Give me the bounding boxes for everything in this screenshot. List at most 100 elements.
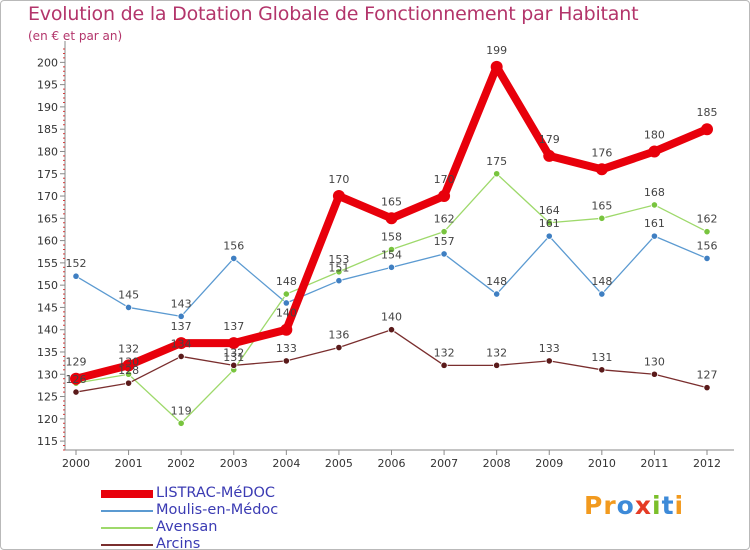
data-point-avensan	[177, 419, 185, 427]
data-point-arcins	[177, 352, 185, 361]
data-point-arcins	[703, 384, 711, 392]
data-point-moulis-en-medoc	[545, 232, 553, 240]
data-label-moulis-en-medoc: 161	[644, 217, 665, 230]
data-label-moulis-en-medoc: 154	[381, 248, 402, 261]
logo-letter: o	[616, 491, 635, 520]
legend-swatch-avensan	[101, 527, 153, 529]
data-label-avensan: 164	[539, 204, 560, 217]
data-point-listrac-medoc	[227, 337, 240, 350]
data-point-arcins	[230, 361, 238, 369]
data-point-arcins	[440, 361, 448, 369]
data-label-avensan: 158	[381, 231, 402, 244]
legend-label-moulis-en-medoc: Moulis-en-Médoc	[156, 502, 279, 518]
data-label-moulis-en-medoc: 157	[434, 235, 455, 248]
data-point-avensan	[282, 290, 290, 298]
data-label-moulis-en-medoc: 148	[591, 275, 612, 288]
data-label-avensan: 168	[644, 186, 665, 199]
data-label-listrac-medoc: 132	[118, 342, 139, 355]
y-tick-label: 120	[37, 413, 58, 426]
data-point-arcins	[282, 357, 290, 365]
x-tick-label: 2011	[640, 457, 668, 470]
data-label-listrac-medoc: 170	[328, 173, 349, 186]
data-label-moulis-en-medoc: 143	[171, 297, 192, 310]
x-tick-label: 2007	[430, 457, 458, 470]
data-label-avensan: 165	[591, 199, 612, 212]
data-point-listrac-medoc	[648, 145, 661, 158]
y-tick-label: 125	[37, 391, 58, 404]
data-point-moulis-en-medoc	[598, 290, 606, 298]
y-tick-label: 130	[37, 368, 58, 381]
data-label-arcins: 132	[434, 346, 455, 359]
data-point-avensan	[703, 228, 711, 236]
y-tick-label: 190	[37, 101, 58, 114]
data-label-listrac-medoc: 179	[539, 133, 560, 146]
legend-swatch-arcins	[101, 544, 153, 546]
data-label-moulis-en-medoc: 156	[223, 239, 244, 252]
legend-swatch-listrac-medoc	[101, 490, 153, 498]
y-tick-label: 200	[37, 56, 58, 69]
data-label-arcins: 140	[381, 311, 402, 324]
data-point-moulis-en-medoc	[440, 250, 448, 258]
data-label-avensan: 131	[223, 351, 244, 364]
data-point-arcins	[598, 366, 606, 374]
chart-subtitle: (en € et par an)	[28, 29, 123, 43]
data-point-moulis-en-medoc	[493, 290, 501, 298]
x-tick-label: 2003	[220, 457, 248, 470]
data-point-avensan	[335, 268, 343, 276]
data-label-listrac-medoc: 199	[486, 44, 507, 57]
data-label-listrac-medoc: 165	[381, 195, 402, 208]
data-point-listrac-medoc	[701, 123, 713, 136]
data-label-arcins: 127	[697, 369, 718, 382]
data-label-arcins: 134	[171, 337, 192, 350]
data-point-moulis-en-medoc	[124, 303, 133, 312]
data-point-listrac-medoc	[70, 372, 82, 385]
data-label-avensan: 148	[276, 275, 297, 288]
data-point-arcins	[124, 379, 133, 387]
y-tick-label: 145	[37, 301, 58, 314]
data-label-listrac-medoc: 176	[591, 146, 612, 159]
y-tick-label: 195	[37, 79, 58, 92]
logo-letter: t	[661, 491, 675, 520]
data-label-moulis-en-medoc: 152	[66, 257, 87, 270]
data-point-avensan	[545, 219, 553, 227]
data-label-avensan: 175	[486, 155, 507, 168]
data-point-listrac-medoc	[122, 359, 135, 372]
y-tick-label: 150	[37, 279, 58, 292]
data-label-listrac-medoc: 180	[644, 128, 665, 141]
data-point-arcins	[335, 343, 343, 352]
data-label-arcins: 132	[223, 346, 244, 359]
data-label-moulis-en-medoc: 148	[486, 275, 507, 288]
legend-label-arcins: Arcins	[156, 536, 201, 550]
x-tick-label: 2005	[325, 457, 353, 470]
data-label-arcins: 128	[118, 364, 139, 377]
data-point-moulis-en-medoc	[703, 254, 711, 263]
logo-letter: x	[634, 491, 652, 520]
data-label-avensan: 119	[171, 404, 192, 417]
logo-letter: P	[584, 491, 604, 520]
data-label-moulis-en-medoc: 156	[697, 239, 718, 252]
y-tick-label: 165	[37, 212, 58, 225]
data-point-moulis-en-medoc	[282, 299, 290, 307]
data-label-arcins: 133	[539, 342, 560, 355]
x-tick-label: 2002	[167, 457, 195, 470]
data-point-listrac-medoc	[385, 212, 398, 225]
data-point-avensan	[493, 170, 501, 178]
x-tick-label: 2004	[272, 457, 300, 470]
data-point-listrac-medoc	[490, 60, 503, 73]
y-tick-label: 185	[37, 123, 58, 136]
data-point-avensan	[598, 214, 606, 222]
x-tick-label: 2008	[483, 457, 511, 470]
data-label-arcins: 131	[591, 351, 612, 364]
data-point-listrac-medoc	[595, 163, 608, 176]
y-tick-label: 135	[37, 346, 58, 359]
data-point-listrac-medoc	[543, 149, 556, 162]
data-point-arcins	[650, 370, 659, 378]
data-label-listrac-medoc: 137	[223, 320, 244, 333]
x-tick-label: 2006	[378, 457, 406, 470]
data-point-listrac-medoc	[332, 190, 345, 203]
data-point-moulis-en-medoc	[387, 263, 396, 271]
data-label-avensan: 130	[118, 355, 139, 368]
data-point-avensan	[440, 228, 448, 236]
